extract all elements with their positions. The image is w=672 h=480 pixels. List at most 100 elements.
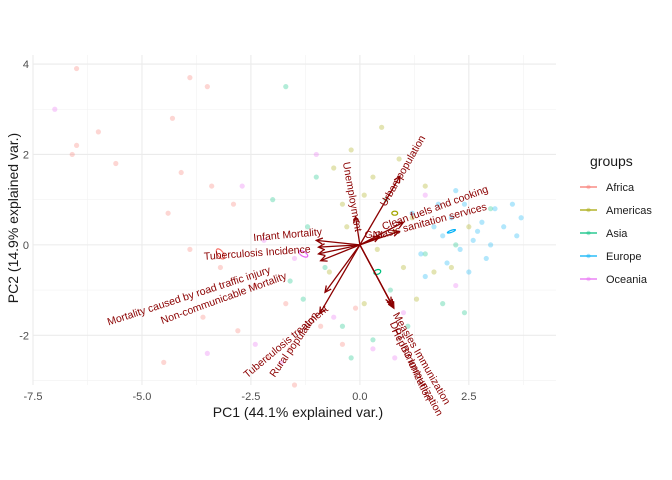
point-europe <box>509 201 516 207</box>
arrow-rural-population <box>319 244 361 314</box>
ellipse-oceania <box>298 250 309 258</box>
point-oceania <box>291 255 298 262</box>
legend-dot-americas <box>586 207 591 213</box>
point-asia <box>283 84 289 90</box>
legend-label-americas: Americas <box>606 205 652 217</box>
arrow-gni-head <box>372 235 381 243</box>
point-africa <box>235 328 241 334</box>
point-europe <box>444 260 450 266</box>
point-africa <box>73 142 80 149</box>
arrow-non-communicable-mortality <box>320 244 361 262</box>
point-africa <box>352 305 359 311</box>
point-americas <box>400 264 407 271</box>
point-europe <box>466 269 472 275</box>
point-oceania <box>261 237 267 243</box>
point-oceania <box>239 183 245 189</box>
point-asia <box>300 296 306 302</box>
y-axis-title: PC2 (14.9% explained var.) <box>5 133 21 303</box>
point-africa <box>217 264 224 271</box>
point-africa <box>187 246 193 252</box>
point-africa <box>73 65 80 72</box>
point-europe <box>431 224 437 230</box>
point-oceania <box>453 282 459 289</box>
point-europe <box>448 215 454 221</box>
point-asia <box>370 337 376 343</box>
point-europe <box>440 233 446 239</box>
point-asia <box>453 242 459 248</box>
group-ellipses <box>215 210 456 276</box>
point-americas <box>466 224 472 230</box>
point-europe <box>453 188 459 194</box>
y-tick-label: -2 <box>19 330 29 342</box>
point-africa <box>209 183 215 189</box>
legend: groups Africa Americas Asia Europe Oceania <box>580 153 652 286</box>
point-americas <box>331 165 337 171</box>
point-africa <box>283 301 289 307</box>
point-asia <box>461 310 468 316</box>
point-africa <box>178 169 184 176</box>
point-asia <box>313 174 319 180</box>
legend-label-asia: Asia <box>606 228 628 240</box>
point-europe <box>518 215 524 221</box>
point-americas <box>344 224 350 230</box>
arrow-gni <box>359 236 380 246</box>
point-africa <box>204 84 210 90</box>
point-europe <box>422 273 428 280</box>
point-asia <box>270 197 276 203</box>
arrow-non-communicable-mortality-head <box>319 255 328 262</box>
legend-dot-africa <box>586 184 591 190</box>
point-oceania <box>204 350 210 356</box>
point-africa <box>287 346 293 352</box>
arrow-urban-population <box>359 175 401 246</box>
point-africa <box>318 323 324 329</box>
point-asia <box>339 323 346 329</box>
point-asia <box>348 355 354 361</box>
point-europe <box>435 201 441 207</box>
point-oceania <box>278 359 285 365</box>
point-americas <box>413 296 420 302</box>
point-americas <box>361 192 367 198</box>
ellipse-europe <box>446 229 456 234</box>
point-oceania <box>392 355 398 361</box>
point-americas <box>409 215 415 221</box>
legend-label-europe: Europe <box>606 251 641 263</box>
legend-items: Africa Americas Asia Europe Oceania <box>580 182 652 286</box>
x-axis-title: PC1 (44.1% explained var.) <box>213 404 383 420</box>
x-tick-label: -7.5 <box>24 391 43 403</box>
point-americas <box>431 269 437 275</box>
point-oceania <box>313 151 319 158</box>
legend-dot-asia <box>586 230 591 236</box>
x-axis-ticks: -7.5 -5.0 -2.5 0.0 2.5 <box>24 391 477 403</box>
point-americas <box>348 147 354 153</box>
point-europe <box>483 255 489 262</box>
loading-arrows <box>314 174 405 315</box>
point-asia <box>322 264 328 271</box>
arrow-clean-fuels-and-cooking <box>359 221 404 246</box>
arrow-hepb3-immunization-head <box>387 301 395 310</box>
point-asia <box>422 251 428 257</box>
point-africa <box>169 115 176 121</box>
point-asia <box>287 278 293 284</box>
x-tick-label: 2.5 <box>461 391 476 403</box>
x-tick-label: 0.0 <box>352 391 367 403</box>
point-africa <box>95 129 101 135</box>
point-africa <box>291 382 298 388</box>
arrow-infant-mortality-head <box>314 237 324 245</box>
x-tick-label: -5.0 <box>132 391 151 403</box>
point-europe <box>470 237 476 243</box>
point-europe <box>479 219 485 225</box>
point-europe <box>409 210 415 216</box>
arrow-mortality-caused-by-road-traffic-injury-head <box>317 249 326 257</box>
arrow-tuberculosis-incidence-head <box>316 243 326 251</box>
point-americas <box>396 156 402 162</box>
point-asia <box>440 301 446 307</box>
point-africa <box>230 201 237 207</box>
arrow-hepb3-immunization <box>359 244 395 309</box>
arrow-unemployment <box>354 216 361 245</box>
point-americas <box>361 301 367 307</box>
point-americas <box>339 201 346 207</box>
point-oceania <box>52 106 58 112</box>
point-europe <box>492 206 498 212</box>
point-europe <box>457 246 463 252</box>
